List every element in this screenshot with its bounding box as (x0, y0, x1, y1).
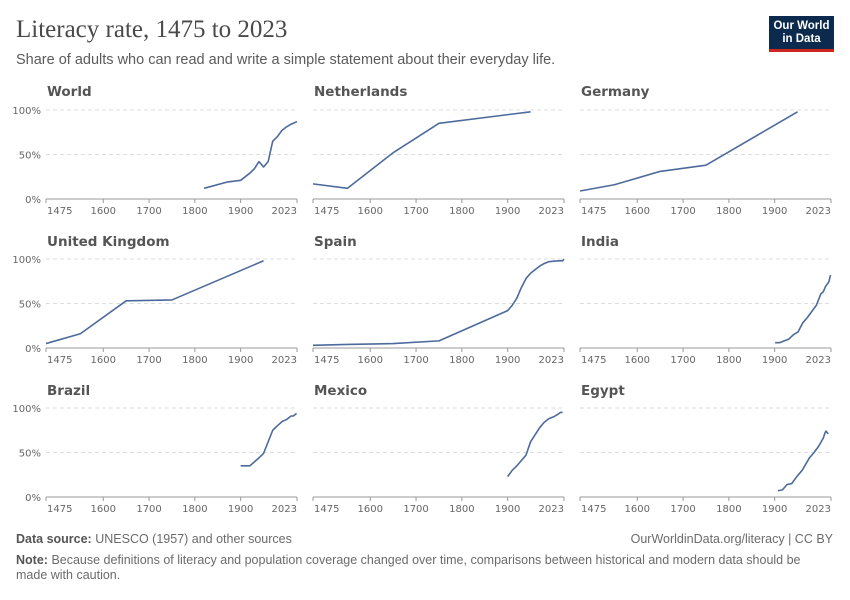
source-label: Data source: (16, 532, 92, 546)
x-tick-label: 1600 (358, 355, 383, 366)
subtitle: Share of adults who can read and write a… (16, 52, 556, 68)
x-tick-label: 2023 (272, 206, 297, 217)
source: Data source: UNESCO (1957) and other sou… (16, 532, 292, 546)
note-label: Note: (16, 553, 48, 567)
x-tick-label: 1475 (314, 206, 339, 217)
x-tick-label: 1900 (762, 355, 787, 366)
x-tick-label: 1475 (581, 355, 606, 366)
x-tick-label: 1900 (228, 355, 253, 366)
panel-title: World (47, 84, 92, 100)
x-tick-label: 1900 (495, 355, 520, 366)
y-tick-label: 0% (25, 195, 41, 206)
x-tick-label: 2023 (272, 504, 297, 515)
logo[interactable]: Our World in Data (769, 16, 834, 52)
logo-line: Our World (773, 20, 830, 32)
panel-title: India (581, 234, 619, 250)
panel-title: Spain (314, 234, 357, 250)
y-tick-label: 100% (12, 404, 41, 415)
line (312, 110, 531, 190)
x-tick-label: 1700 (670, 206, 695, 217)
x-tick-label: 2023 (539, 504, 564, 515)
line (312, 258, 565, 347)
panel-title: Mexico (314, 383, 367, 399)
x-tick-label: 1600 (91, 355, 116, 366)
x-tick-label: 1700 (136, 206, 161, 217)
x-tick-label: 2023 (539, 355, 564, 366)
x-tick-label: 1900 (762, 504, 787, 515)
x-tick-label: 1700 (403, 355, 428, 366)
x-tick-label: 2023 (806, 206, 831, 217)
x-tick-label: 1475 (581, 504, 606, 515)
source-text: UNESCO (1957) and other sources (95, 532, 292, 546)
note: Note: Because definitions of literacy an… (16, 553, 816, 583)
line (579, 111, 798, 192)
x-tick-label: 2023 (272, 355, 297, 366)
line (775, 274, 832, 344)
x-tick-label: 1600 (625, 504, 650, 515)
x-tick-label: 2023 (806, 355, 831, 366)
x-tick-label: 1800 (449, 355, 474, 366)
panel-title: Egypt (581, 383, 625, 399)
x-tick-label: 1900 (228, 504, 253, 515)
line (507, 411, 563, 478)
x-tick-label: 1900 (228, 206, 253, 217)
x-tick-label: 1475 (581, 206, 606, 217)
x-tick-label: 1475 (47, 206, 72, 217)
panel-title: Brazil (47, 383, 90, 399)
note-text: Because definitions of literacy and popu… (16, 553, 801, 582)
x-tick-label: 1800 (182, 504, 207, 515)
x-tick-label: 1700 (136, 504, 161, 515)
x-tick-label: 1600 (625, 355, 650, 366)
y-tick-label: 0% (25, 344, 41, 355)
x-tick-label: 1800 (716, 355, 741, 366)
x-tick-label: 1800 (716, 504, 741, 515)
line (203, 120, 298, 190)
x-tick-label: 1600 (91, 206, 116, 217)
x-tick-label: 1700 (403, 206, 428, 217)
x-tick-label: 1600 (358, 206, 383, 217)
line (240, 412, 298, 467)
title: Literacy rate, 1475 to 2023 (16, 16, 288, 43)
x-tick-label: 1600 (625, 206, 650, 217)
x-tick-label: 1700 (670, 504, 695, 515)
license[interactable]: OurWorldinData.org/literacy | CC BY (630, 532, 833, 546)
line (45, 260, 264, 345)
x-tick-label: 1600 (358, 504, 383, 515)
y-tick-label: 0% (25, 493, 41, 504)
x-tick-label: 1600 (91, 504, 116, 515)
x-tick-label: 1700 (403, 504, 428, 515)
panel-title: United Kingdom (47, 234, 170, 250)
x-tick-label: 1475 (47, 504, 72, 515)
x-tick-label: 1475 (47, 355, 72, 366)
logo-line: in Data (782, 33, 821, 45)
x-tick-label: 1700 (136, 355, 161, 366)
x-tick-label: 1900 (762, 206, 787, 217)
x-tick-label: 1800 (449, 206, 474, 217)
x-tick-label: 1800 (182, 355, 207, 366)
x-tick-label: 1475 (314, 355, 339, 366)
x-tick-label: 2023 (806, 504, 831, 515)
x-tick-label: 1475 (314, 504, 339, 515)
panel-title: Netherlands (314, 84, 407, 100)
y-tick-label: 100% (12, 255, 41, 266)
x-tick-label: 1800 (449, 504, 474, 515)
y-tick-label: 50% (19, 449, 41, 460)
y-tick-label: 50% (19, 300, 41, 311)
y-tick-label: 100% (12, 106, 41, 117)
x-tick-label: 1900 (495, 504, 520, 515)
x-tick-label: 1800 (716, 206, 741, 217)
panel-title: Germany (581, 84, 650, 100)
x-tick-label: 2023 (539, 206, 564, 217)
x-tick-label: 1900 (495, 206, 520, 217)
x-tick-label: 1700 (670, 355, 695, 366)
line (777, 430, 829, 492)
y-tick-label: 50% (19, 151, 41, 162)
x-tick-label: 1800 (182, 206, 207, 217)
